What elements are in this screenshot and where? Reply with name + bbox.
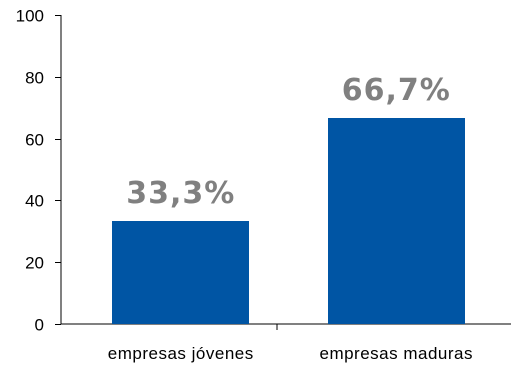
data-label: 33,3% (126, 176, 235, 211)
y-tick-label: 80 (25, 69, 44, 88)
y-tick-label: 20 (25, 254, 44, 273)
x-tick-label: empresas jóvenes (108, 344, 254, 363)
bar (112, 221, 249, 324)
y-axis-ticks: 0 20 40 60 80 100 (16, 7, 61, 335)
bars (112, 118, 465, 324)
data-labels: 33,3% 66,7% (126, 73, 451, 211)
y-tick-label: 60 (25, 131, 44, 150)
data-label: 66,7% (342, 73, 451, 108)
y-tick-label: 100 (16, 7, 44, 26)
category-labels: empresas jóvenes empresas maduras (108, 344, 473, 363)
y-tick-label: 0 (35, 316, 44, 335)
x-tick-label: empresas maduras (319, 344, 473, 363)
bar (328, 118, 465, 324)
y-tick-label: 40 (25, 192, 44, 211)
